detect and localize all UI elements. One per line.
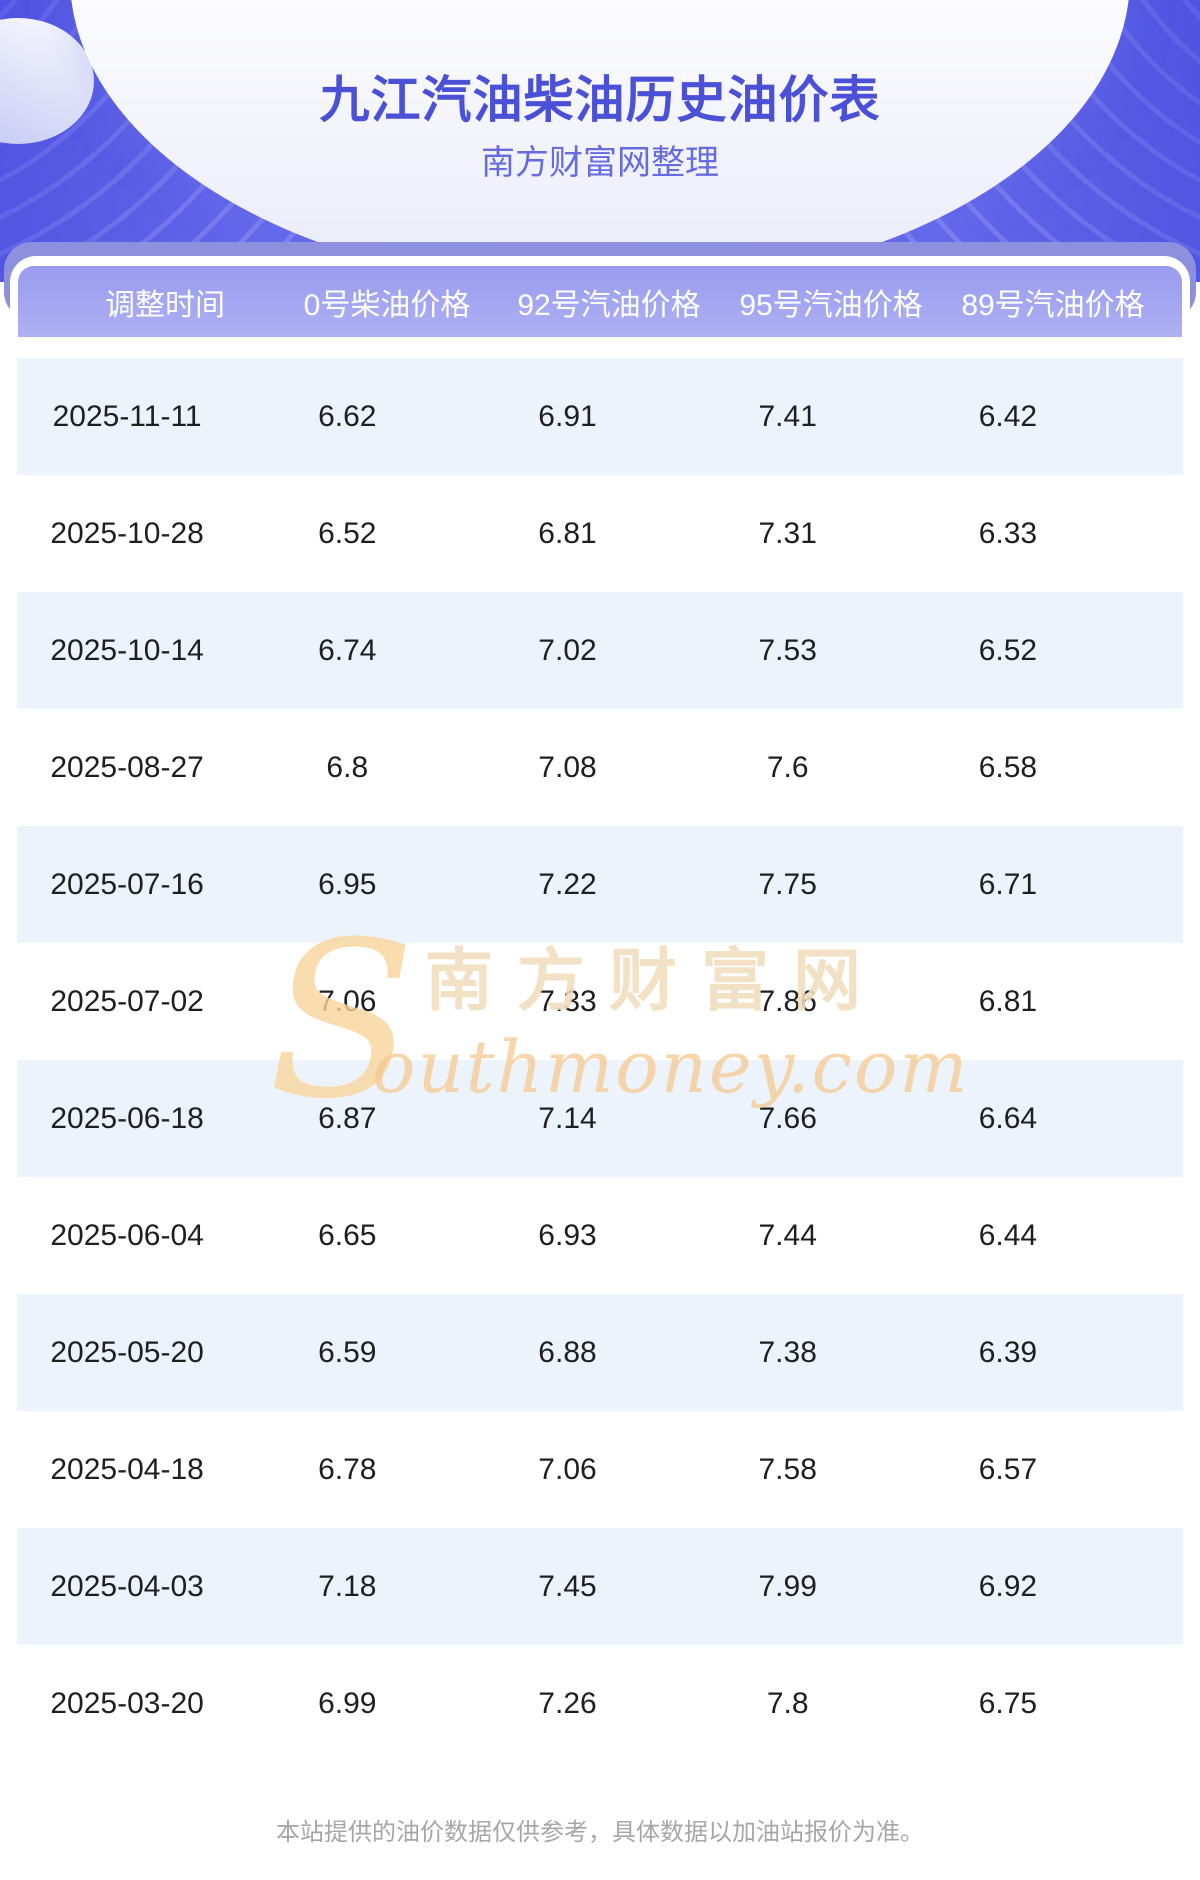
table-cell: 2025-07-16 bbox=[50, 867, 204, 901]
table-cell: 6.81 bbox=[978, 984, 1038, 1018]
table-cell: 7.41 bbox=[758, 399, 817, 433]
table-row: 2025-11-11 6.62 6.91 7.41 6.42 bbox=[17, 358, 1183, 475]
table-cell: 2025-03-20 bbox=[50, 1686, 204, 1720]
table-cell: 2025-04-03 bbox=[50, 1569, 204, 1603]
table-row: 2025-10-14 6.74 7.02 7.53 6.52 bbox=[17, 592, 1183, 709]
table-cell: 7.33 bbox=[538, 984, 597, 1018]
table-cell: 6.74 bbox=[318, 633, 377, 667]
table-cell: 7.6 bbox=[766, 750, 809, 784]
table-cell: 7.86 bbox=[758, 984, 817, 1018]
table-cell: 7.99 bbox=[758, 1569, 817, 1603]
table-cell: 6.65 bbox=[318, 1218, 377, 1252]
table-row: 2025-07-02 7.06 7.33 7.86 6.81 bbox=[17, 943, 1183, 1060]
table-cell: 2025-04-18 bbox=[50, 1452, 204, 1486]
table-cell: 6.99 bbox=[318, 1686, 377, 1720]
table-cell: 7.44 bbox=[758, 1218, 817, 1252]
column-header: 89号汽油价格 bbox=[961, 288, 1145, 322]
table-cell: 7.53 bbox=[758, 633, 817, 667]
table-cell: 6.62 bbox=[318, 399, 377, 433]
table-cell: 2025-07-02 bbox=[50, 984, 204, 1018]
table-cell: 6.87 bbox=[318, 1101, 377, 1135]
table-cell: 6.91 bbox=[538, 399, 597, 433]
column-header: 0号柴油价格 bbox=[303, 288, 471, 322]
table-row: 2025-06-18 6.87 7.14 7.66 6.64 bbox=[17, 1060, 1183, 1177]
table-header-row: 调整时间 0号柴油价格 92号汽油价格 95号汽油价格 89号汽油价格 bbox=[18, 266, 1182, 337]
table-cell: 2025-06-04 bbox=[50, 1218, 204, 1252]
table-cell: 7.06 bbox=[538, 1452, 597, 1486]
table-cell: 6.64 bbox=[978, 1101, 1038, 1135]
table-cell: 7.58 bbox=[758, 1452, 817, 1486]
table-cell: 7.14 bbox=[538, 1101, 597, 1135]
table-cell: 2025-06-18 bbox=[50, 1101, 204, 1135]
table-cell: 7.02 bbox=[538, 633, 597, 667]
table-card: 调整时间 0号柴油价格 92号汽油价格 95号汽油价格 89号汽油价格 2025-11-… bbox=[10, 256, 1190, 1764]
table-cell: 6.59 bbox=[318, 1335, 377, 1369]
table-cell: 2025-08-27 bbox=[50, 750, 204, 784]
table-cell: 6.52 bbox=[318, 516, 377, 550]
table-cell: 7.08 bbox=[538, 750, 597, 784]
table-cell: 7.75 bbox=[758, 867, 817, 901]
table-cell: 6.71 bbox=[978, 867, 1038, 901]
disclaimer-text: 本站提供的油价数据仅供参考，具体数据以加油站报价为准。 bbox=[276, 1819, 924, 1846]
table-cell: 2025-10-14 bbox=[50, 633, 204, 667]
table-cell: 7.06 bbox=[318, 984, 377, 1018]
table-cell: 7.45 bbox=[538, 1569, 597, 1603]
table-row: 2025-07-16 6.95 7.22 7.75 6.71 bbox=[17, 826, 1183, 943]
table-cell: 2025-05-20 bbox=[50, 1335, 204, 1369]
table-cell: 7.8 bbox=[766, 1686, 809, 1720]
table-cell: 6.93 bbox=[538, 1218, 597, 1252]
table-cell: 6.44 bbox=[978, 1218, 1038, 1252]
page-subtitle: 南方财富网整理 bbox=[481, 144, 719, 182]
table-row: 2025-04-03 7.18 7.45 7.99 6.92 bbox=[17, 1528, 1183, 1645]
table-row: 2025-03-20 6.99 7.26 7.8 6.75 bbox=[17, 1645, 1183, 1762]
table-cell: 6.52 bbox=[978, 633, 1038, 667]
table-cell: 6.95 bbox=[318, 867, 377, 901]
column-header: 92号汽油价格 bbox=[517, 288, 701, 322]
table-row: 2025-04-18 6.78 7.06 7.58 6.57 bbox=[17, 1411, 1183, 1528]
table-cell: 6.92 bbox=[978, 1569, 1038, 1603]
table-cell: 7.31 bbox=[758, 516, 817, 550]
hero-banner: 九江汽油柴油历史油价表 南方财富网整理 bbox=[0, 0, 1200, 282]
column-header: 调整时间 bbox=[105, 288, 225, 322]
table-cell: 7.18 bbox=[318, 1569, 377, 1603]
table-cell: 2025-10-28 bbox=[50, 516, 204, 550]
table-cell: 7.26 bbox=[538, 1686, 597, 1720]
table-row: 2025-06-04 6.65 6.93 7.44 6.44 bbox=[17, 1177, 1183, 1294]
table-cell: 6.58 bbox=[978, 750, 1038, 784]
page-title: 九江汽油柴油历史油价表 bbox=[319, 72, 881, 128]
table-cell: 6.39 bbox=[978, 1335, 1038, 1369]
table-cell: 6.57 bbox=[978, 1452, 1038, 1486]
table-cell: 2025-11-11 bbox=[52, 399, 202, 433]
table-row: 2025-08-27 6.8 7.08 7.6 6.58 bbox=[17, 709, 1183, 826]
table-cell: 6.8 bbox=[326, 750, 369, 784]
table-cell: 7.66 bbox=[758, 1101, 817, 1135]
table-body: 2025-11-11 6.62 6.91 7.41 6.42 2025-10-28 6.52… bbox=[17, 358, 1183, 1762]
table-cell: 6.81 bbox=[538, 516, 597, 550]
table-cell: 6.42 bbox=[978, 399, 1038, 433]
table-cell: 6.75 bbox=[978, 1686, 1038, 1720]
table-cell: 6.88 bbox=[538, 1335, 597, 1369]
table-row: 2025-10-28 6.52 6.81 7.31 6.33 bbox=[17, 475, 1183, 592]
table-cell: 7.22 bbox=[538, 867, 597, 901]
table-cell: 6.33 bbox=[978, 516, 1038, 550]
table-header-gap bbox=[10, 337, 1190, 358]
table-cell: 6.78 bbox=[318, 1452, 377, 1486]
table-cell: 7.38 bbox=[758, 1335, 817, 1369]
table-row: 2025-05-20 6.59 6.88 7.38 6.39 bbox=[17, 1294, 1183, 1411]
column-header: 95号汽油价格 bbox=[739, 288, 923, 322]
